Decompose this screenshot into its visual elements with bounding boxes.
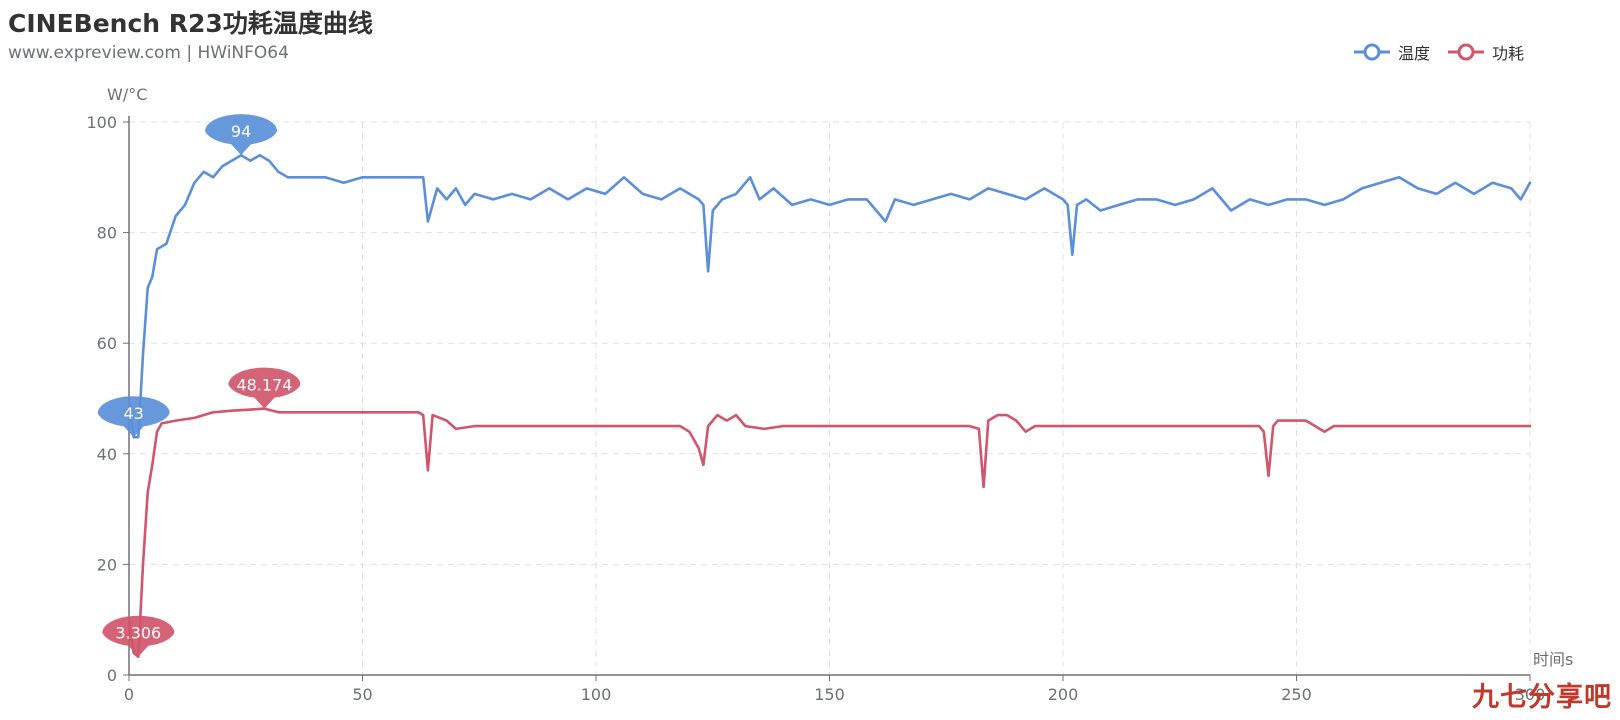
max-pin-temperature: 94 (205, 114, 278, 156)
y-tick-label: 60 (97, 334, 117, 353)
y-tick-label: 20 (97, 555, 117, 574)
legend-temperature-label: 温度 (1397, 44, 1430, 63)
x-axis-label: 时间s (1533, 650, 1573, 669)
min-pin-temperature: 43 (97, 396, 170, 438)
x-tick-label: 150 (814, 685, 845, 704)
y-tick-label: 0 (107, 666, 117, 685)
chart-subtitle: www.expreview.com | HWiNFO64 (8, 43, 289, 63)
x-tick-label: 250 (1281, 685, 1312, 704)
min-pin-power: 3.306 (102, 615, 175, 657)
pin-shape (97, 396, 170, 438)
legend: 温度 功耗 (1352, 40, 1524, 64)
max-pin-power: 48.174 (228, 367, 301, 409)
temperature-series-line (127, 153, 1532, 439)
pin-shape (205, 114, 278, 156)
pin-label: 43 (123, 404, 143, 423)
watermark: 九七分享吧 (1472, 682, 1612, 713)
x-tick-label: 300 (1515, 685, 1546, 704)
pin-label: 3.306 (115, 624, 161, 643)
legend-temperature-marker (1353, 43, 1390, 61)
x-tick-label: 200 (1048, 685, 1079, 704)
pin-shape (228, 367, 301, 409)
pin-label: 48.174 (236, 376, 292, 395)
y-axis-label: W/°C (107, 85, 147, 104)
x-tick-label: 100 (581, 685, 612, 704)
x-tick-label: 0 (124, 685, 134, 704)
chart-title: CINEBench R23功耗温度曲线 (8, 9, 373, 38)
y-tick-label: 80 (97, 224, 117, 243)
pin-shape (102, 615, 175, 657)
x-tick-label: 50 (352, 685, 372, 704)
power-series-line (127, 407, 1532, 658)
legend-power-label: 功耗 (1491, 44, 1524, 63)
y-tick-label: 100 (86, 113, 117, 132)
legend-power-marker (1447, 43, 1484, 61)
y-tick-label: 40 (97, 445, 117, 464)
legend-item-temperature[interactable]: 温度 (1352, 40, 1430, 64)
pin-label: 94 (231, 122, 251, 141)
legend-item-power[interactable]: 功耗 (1446, 40, 1524, 64)
